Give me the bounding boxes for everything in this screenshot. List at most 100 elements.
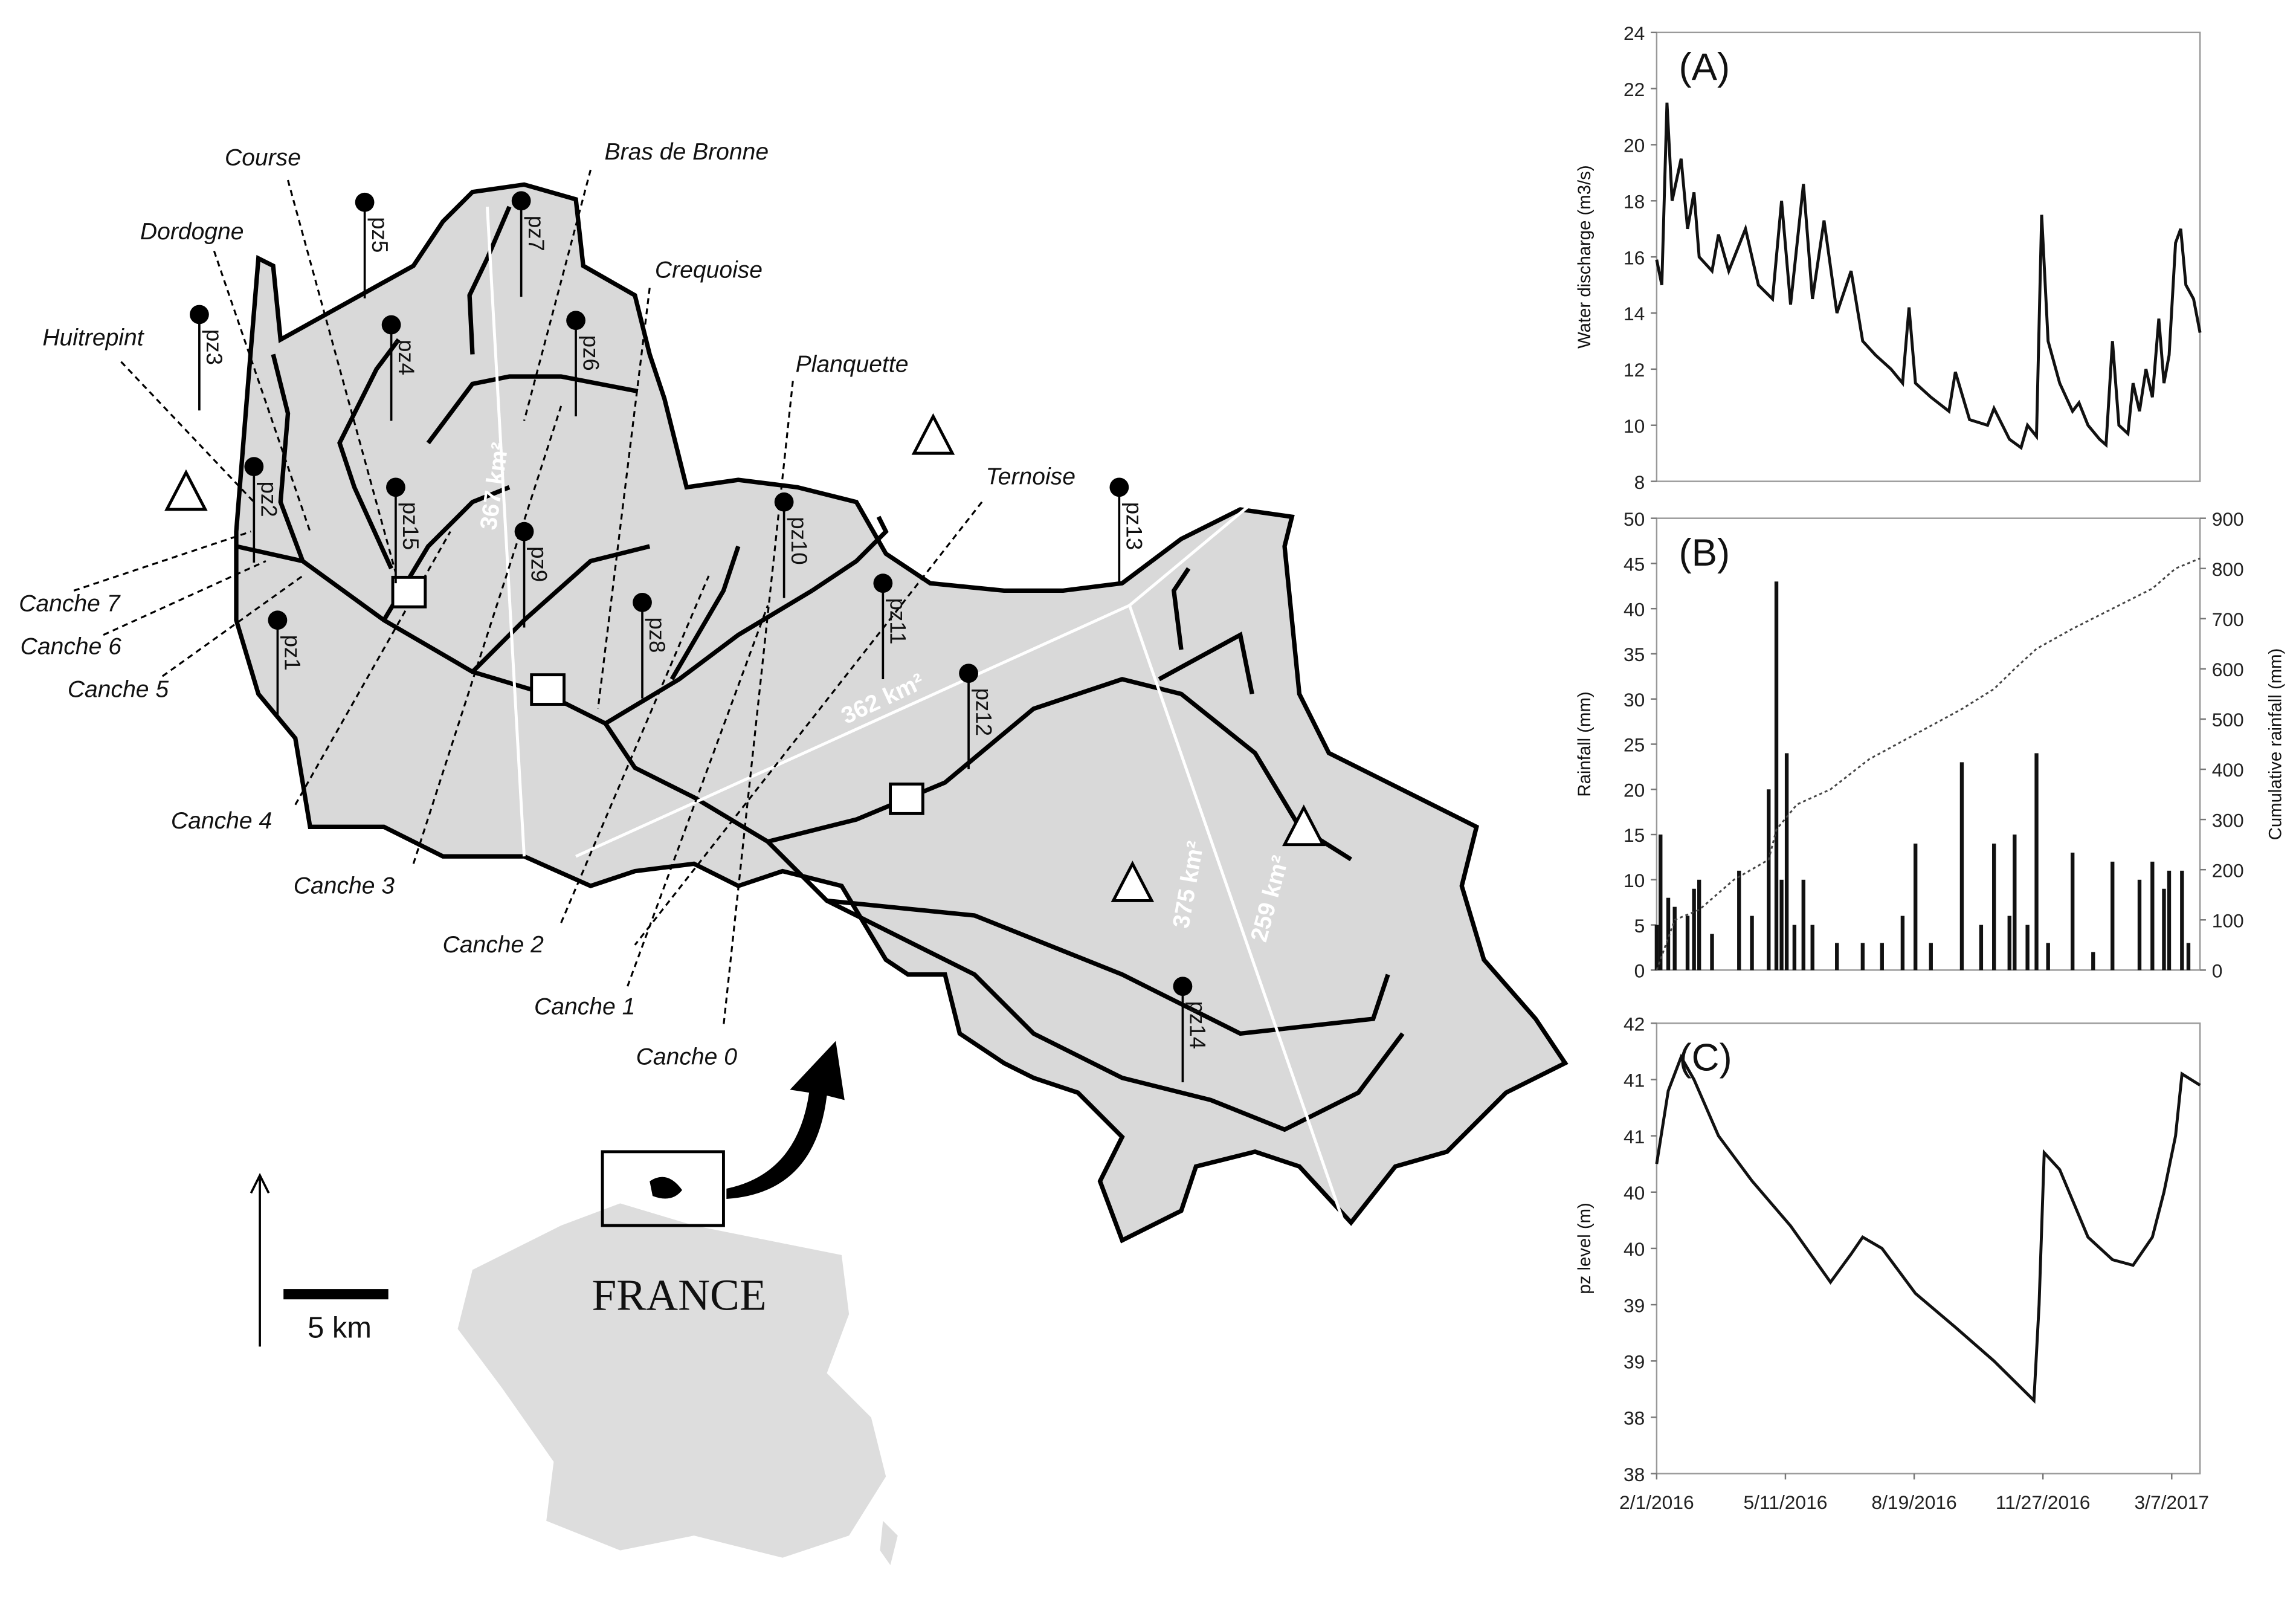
y-tick-label: 39 — [1624, 1351, 1645, 1372]
river-label: Bras de Bronne — [605, 139, 769, 165]
y2-tick-label: 700 — [2212, 609, 2244, 630]
y-tick-label: 45 — [1624, 554, 1645, 575]
bar — [1692, 888, 1696, 970]
piezometer-label: pz7 — [524, 216, 549, 251]
rivers — [236, 205, 1405, 1132]
bar — [2150, 861, 2155, 970]
y-tick-label: 24 — [1624, 22, 1645, 44]
y-tick-label: 14 — [1624, 303, 1645, 325]
bar — [1774, 581, 1779, 970]
piezometer-label: pz9 — [527, 546, 552, 582]
y2-tick-label: 900 — [2212, 508, 2244, 530]
piezometer — [386, 477, 405, 497]
bar — [2071, 852, 2075, 970]
piezometer-label: pz5 — [367, 217, 392, 253]
bar — [2111, 861, 2115, 970]
y-tick-label: 39 — [1624, 1294, 1645, 1316]
piezometer-label: pz8 — [645, 617, 669, 653]
piezometer — [774, 492, 794, 512]
bar — [1737, 870, 1741, 970]
piezometer-label: pz1 — [280, 635, 305, 671]
bar — [1672, 906, 1677, 970]
bar — [2186, 943, 2191, 970]
station-label: Canche 3 — [294, 873, 395, 899]
y-axis-label: pz level (m) — [1575, 1203, 1595, 1294]
gauging-stations — [391, 575, 924, 815]
x-tick-label: 2/1/2016 — [1619, 1491, 1694, 1513]
y-tick-label: 25 — [1624, 734, 1645, 756]
bar — [1900, 916, 1905, 970]
y-tick-label: 38 — [1624, 1407, 1645, 1429]
x-tick-label: 3/7/2017 — [2134, 1491, 2209, 1513]
bar — [1992, 843, 1996, 970]
y-tick-label: 12 — [1624, 359, 1645, 381]
piezometer-label: pz15 — [398, 502, 423, 550]
data-line — [1655, 102, 2202, 450]
x-tick-label: 8/19/2016 — [1871, 1491, 1956, 1513]
bar — [2013, 835, 2017, 970]
y-axis-label: Rainfall (mm) — [1575, 691, 1595, 796]
bar — [1697, 879, 1701, 970]
bar — [1666, 897, 1671, 970]
inset-box — [601, 1150, 725, 1227]
y-axis-label: Water discharge (m3/s) — [1575, 165, 1595, 349]
y2-tick-label: 500 — [2212, 709, 2244, 731]
y2-tick-label: 800 — [2212, 558, 2244, 580]
y-tick-label: 35 — [1624, 644, 1645, 665]
panel-label: (B) — [1679, 531, 1730, 574]
piezometer-label: pz4 — [394, 340, 419, 375]
y-tick-label: 15 — [1624, 824, 1645, 846]
y2-tick-label: 0 — [2212, 960, 2223, 982]
y-tick-label: 22 — [1624, 79, 1645, 100]
country-label: FRANCE — [592, 1270, 767, 1319]
bar — [1860, 943, 1865, 970]
bar — [1810, 925, 1814, 970]
piezometer — [381, 315, 401, 335]
y2-tick-label: 100 — [2212, 909, 2244, 931]
y-tick-label: 20 — [1624, 779, 1645, 801]
y-tick-label: 16 — [1624, 247, 1645, 268]
piezometer — [1173, 977, 1193, 996]
station-label: Canche 5 — [68, 676, 169, 702]
y2-tick-label: 600 — [2212, 659, 2244, 680]
piezometer-label: pz13 — [1122, 502, 1147, 550]
river-label: Ternoise — [985, 463, 1075, 489]
bar — [2046, 943, 2050, 970]
river-label: Course — [225, 145, 301, 171]
x-tick-label: 11/27/2016 — [1996, 1491, 2091, 1513]
piezometer — [268, 610, 288, 630]
station-label: Canche 7 — [19, 591, 121, 617]
bar — [1929, 943, 1933, 970]
bar — [2025, 925, 2030, 970]
bar — [1880, 943, 1884, 970]
bar — [1710, 934, 1714, 970]
bar — [1654, 925, 1659, 970]
data-line — [1655, 1053, 2201, 1404]
y-tick-label: 30 — [1624, 689, 1645, 711]
piezometer-label: pz6 — [578, 335, 603, 371]
bar — [1659, 835, 1663, 970]
station-label: Canche 6 — [21, 633, 122, 659]
bar — [1835, 943, 1839, 970]
y-tick-label: 10 — [1624, 870, 1645, 891]
piezometer — [190, 305, 209, 325]
y-tick-label: 41 — [1624, 1126, 1645, 1148]
piezometer-label: pz12 — [971, 688, 996, 736]
bar — [1779, 879, 1784, 970]
piezometer — [633, 593, 652, 612]
y-tick-label: 40 — [1624, 1182, 1645, 1204]
piezometer — [355, 192, 375, 212]
bar — [2167, 870, 2172, 970]
bar — [1914, 843, 1918, 970]
y-tick-label: 0 — [1634, 960, 1645, 982]
catchment-mini — [650, 1177, 683, 1199]
bar — [1750, 916, 1754, 970]
y-tick-label: 18 — [1624, 191, 1645, 213]
panel-label: (A) — [1679, 45, 1730, 88]
bar — [1685, 916, 1690, 970]
piezometer — [873, 573, 893, 593]
y-tick-label: 50 — [1624, 508, 1645, 530]
y-tick-label: 40 — [1624, 1238, 1645, 1260]
piezometer-label: pz14 — [1185, 1001, 1210, 1049]
